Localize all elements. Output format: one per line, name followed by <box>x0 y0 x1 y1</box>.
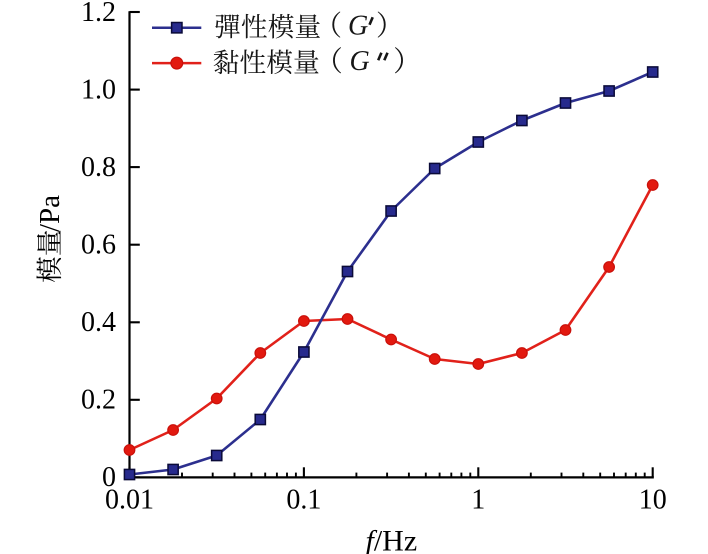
svg-text:G: G <box>350 46 370 77</box>
svg-text:1.2: 1.2 <box>81 0 116 28</box>
svg-text:G: G <box>348 11 368 42</box>
svg-text:0.4: 0.4 <box>81 307 116 338</box>
svg-text:10: 10 <box>639 485 667 516</box>
svg-text:0.1: 0.1 <box>286 485 321 516</box>
svg-text:0.8: 0.8 <box>81 152 116 183</box>
svg-text:0: 0 <box>102 462 116 493</box>
svg-text:f/Hz: f/Hz <box>366 525 418 554</box>
svg-text:0.6: 0.6 <box>81 230 116 261</box>
svg-text:0.2: 0.2 <box>81 385 116 416</box>
svg-text:0.01: 0.01 <box>105 485 154 516</box>
svg-text:1.0: 1.0 <box>81 74 116 105</box>
svg-text:1: 1 <box>471 485 485 516</box>
svg-text:/Pa: /Pa <box>34 195 66 232</box>
